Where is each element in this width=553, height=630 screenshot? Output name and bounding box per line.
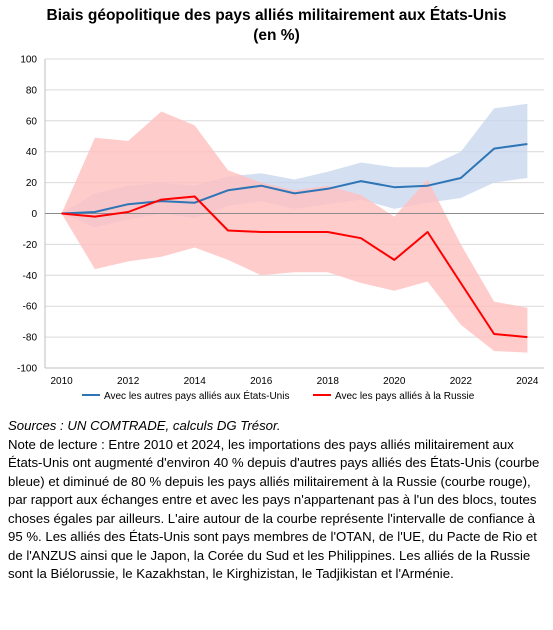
y-tick-label: 80 <box>26 85 38 96</box>
chart-title: Biais géopolitique des pays alliés milit… <box>46 7 507 24</box>
reading-note: Note de lecture : Entre 2010 et 2024, le… <box>8 436 540 582</box>
y-tick-label: 40 <box>26 147 38 158</box>
y-tick-label: 100 <box>20 55 37 66</box>
series-line-1 <box>61 143 528 215</box>
chart-title-block: Biais géopolitique des pays alliés milit… <box>0 6 553 46</box>
x-tick-label: 2012 <box>117 376 140 387</box>
axes <box>44 59 544 369</box>
series-lines <box>61 143 528 339</box>
x-tick-label: 2020 <box>383 376 406 387</box>
x-tick-label: 2024 <box>516 376 539 387</box>
x-tick-label: 2010 <box>51 376 74 387</box>
x-tick-label: 2016 <box>250 376 273 387</box>
legend-label-1: Avec les autres pays alliés aux États-Un… <box>104 389 289 402</box>
confidence-bands <box>61 103 528 353</box>
y-tick-label: -80 <box>23 333 38 344</box>
x-tick-label: 2022 <box>450 376 473 387</box>
y-tick-label: 0 <box>31 209 37 220</box>
y-tick-label: 20 <box>26 178 38 189</box>
y-tick-label: -40 <box>23 271 38 282</box>
chart-subtitle: (en %) <box>253 27 300 44</box>
y-tick-label: -60 <box>23 302 38 313</box>
y-tick-labels: -100 -80 -60 -40 -20 0 20 40 60 80 100 <box>17 55 37 375</box>
series-line-2 <box>61 195 528 339</box>
chart-notes: Sources : UN COMTRADE, calculs DG Trésor… <box>8 417 548 584</box>
y-tick-label: 60 <box>26 116 38 127</box>
x-tick-label: 2014 <box>184 376 207 387</box>
x-tick-labels: 2010 2012 2014 2016 2018 2020 2022 2024 <box>51 376 539 387</box>
y-tick-label: -100 <box>17 364 37 375</box>
sources-text: Sources : UN COMTRADE, calculs DG Trésor… <box>8 418 281 433</box>
x-tick-label: 2018 <box>317 376 340 387</box>
legend-label-2: Avec les pays alliés à la Russie <box>335 391 475 402</box>
y-tick-label: -20 <box>23 240 38 251</box>
legend: Avec les autres pays alliés aux États-Un… <box>82 389 475 402</box>
